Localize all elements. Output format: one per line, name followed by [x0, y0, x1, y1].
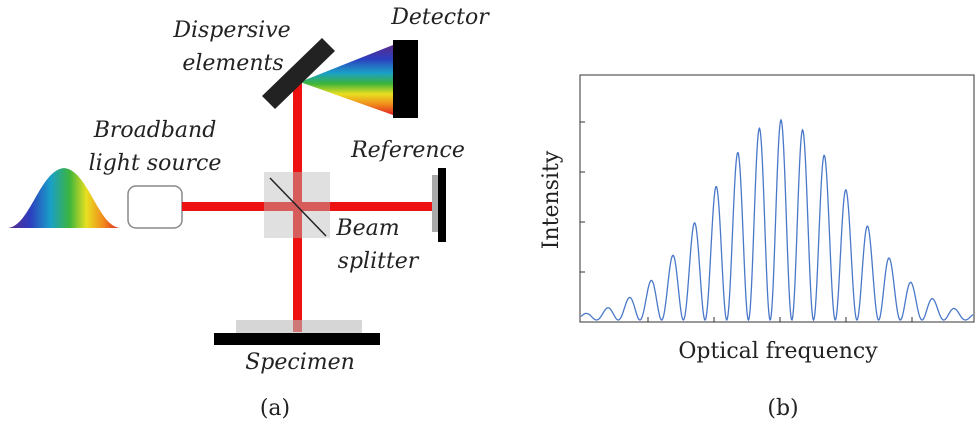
label: Dispersive [172, 18, 290, 43]
specimen [214, 333, 380, 345]
beam-horizontal [182, 202, 436, 211]
label: Broadband [93, 118, 217, 143]
y-axis-label: Intensity [539, 150, 564, 249]
label: elements [182, 51, 283, 76]
reference-mirror [438, 168, 446, 242]
beam-splitter [269, 177, 327, 237]
x-axis-label: Optical frequency [678, 339, 878, 364]
label: light source [89, 151, 222, 176]
label: Specimen [245, 350, 355, 375]
caption: (b) [767, 396, 798, 421]
reference-glass [432, 175, 438, 232]
specimen-glass [236, 320, 362, 333]
caption: (a) [260, 396, 290, 421]
detector [393, 40, 418, 118]
dispersed-spectrum [300, 45, 393, 115]
plot: Intensity Optical frequency (b) [539, 74, 975, 421]
interference-spectrum [580, 118, 974, 322]
label: Detector [390, 5, 490, 30]
setup: Dispersive elements Detector Broadband l… [8, 5, 490, 421]
source-spectrum [8, 168, 120, 228]
plot-frame [579, 74, 975, 323]
light-source [127, 185, 183, 229]
label: Reference [350, 138, 465, 163]
label: Beam [335, 216, 399, 241]
label: splitter [338, 249, 420, 274]
dispersive-element [262, 38, 335, 109]
